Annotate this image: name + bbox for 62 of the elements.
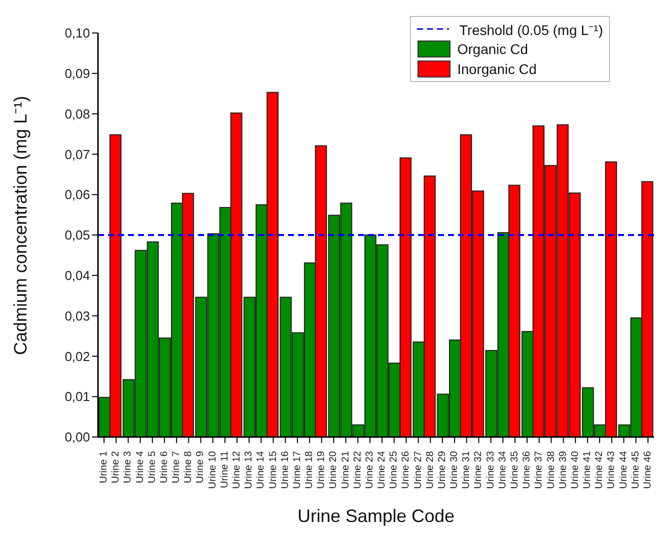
x-tick-label: Urine 36 xyxy=(522,450,533,489)
x-tick-label: Urine 32 xyxy=(473,450,484,489)
legend-label: Organic Cd xyxy=(457,41,528,57)
x-tick-label: Urine 6 xyxy=(158,450,170,484)
x-tick-label: Urine 26 xyxy=(400,450,412,489)
x-tick-label: Urine 7 xyxy=(171,450,182,484)
x-tick-label: Urine 3 xyxy=(122,450,134,484)
x-tick-label: Urine 5 xyxy=(146,450,158,484)
x-tick-label: Urine 14 xyxy=(256,450,267,489)
x-tick-label: Urine 46 xyxy=(642,450,654,489)
x-tick-label: Urine 18 xyxy=(304,450,316,489)
x-tick-label: Urine 12 xyxy=(232,450,242,489)
x-tick-label: Urine 16 xyxy=(280,450,291,489)
x-tick-label: Urine 35 xyxy=(510,450,520,489)
y-tick-label: 0,09 xyxy=(64,66,90,82)
y-tick-label: 0,00 xyxy=(64,430,90,445)
y-tick-label: 0,08 xyxy=(64,106,90,122)
x-tick-label: Urine 25 xyxy=(388,450,400,489)
x-tick-label: Urine 13 xyxy=(244,450,255,489)
x-tick-label: Urine 20 xyxy=(328,450,340,489)
x-tick-label: Urine 17 xyxy=(292,450,303,489)
x-tick-label: Urine 27 xyxy=(412,450,424,489)
x-tick-label: Urine 42 xyxy=(594,450,606,489)
y-tick-label: 0,07 xyxy=(64,146,90,162)
x-tick-label: Urine 24 xyxy=(376,450,388,489)
y-tick-label: 0,02 xyxy=(64,348,90,364)
x-tick-label: Urine 33 xyxy=(485,450,496,489)
x-tick-label: Urine 39 xyxy=(558,450,569,489)
x-tick-label: Urine 19 xyxy=(316,450,328,489)
x-tick-label: Urine 31 xyxy=(461,450,472,489)
x-tick-label: Urine 9 xyxy=(195,450,206,484)
x-tick-label: Urine 45 xyxy=(630,450,642,489)
y-tick-label: 0,03 xyxy=(64,308,90,324)
x-tick-label: Urine 4 xyxy=(134,450,146,484)
x-tick-label: Urine 38 xyxy=(546,450,557,489)
x-tick-label: Urine 28 xyxy=(424,450,436,489)
x-tick-label: Urine 8 xyxy=(183,450,194,484)
x-tick-label: Urine 23 xyxy=(364,450,376,489)
legend-label: Treshold (0.05 (mg L⁻¹) xyxy=(459,20,603,38)
x-tick-label: Urine 37 xyxy=(534,450,545,489)
x-tick-label: Urine 30 xyxy=(449,450,460,489)
x-tick-label: Urine 44 xyxy=(618,450,630,489)
legend-label: Inorganic Cd xyxy=(457,61,537,77)
x-axis-title: Urine Sample Code xyxy=(297,506,455,526)
x-tick-label: Urine 22 xyxy=(352,450,364,489)
y-tick-label: 0,05 xyxy=(64,228,90,243)
x-tick-label: Urine 34 xyxy=(497,450,508,489)
y-tick-label: 0,01 xyxy=(64,389,90,404)
x-tick-label: Urine 10 xyxy=(207,450,218,489)
x-tick-label: Urine 43 xyxy=(606,450,618,489)
y-tick-label: 0,06 xyxy=(64,187,90,202)
x-tick-label: Urine 21 xyxy=(340,450,352,489)
y-axis-title: Cadmium concentration (mg L⁻¹) xyxy=(10,96,30,355)
x-tick-label: Urine 11 xyxy=(219,450,230,488)
y-tick-label: 0,10 xyxy=(64,26,90,41)
x-tick-label: Urine 29 xyxy=(436,450,448,489)
x-tick-label: Urine 40 xyxy=(570,450,581,489)
x-tick-label: Urine 1 xyxy=(98,450,110,484)
x-tick-label: Urine 2 xyxy=(110,450,122,484)
x-tick-label: Urine 15 xyxy=(268,450,279,489)
y-tick-label: 0,04 xyxy=(64,268,90,284)
x-tick-label: Urine 41 xyxy=(582,450,594,489)
